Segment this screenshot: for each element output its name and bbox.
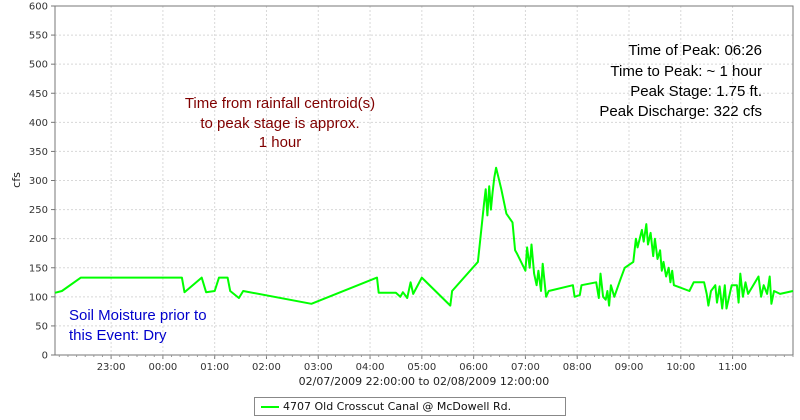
x-axis-title: 02/07/2009 22:00:00 to 02/08/2009 12:00:… [299,375,550,388]
time-of-peak: Time of Peak: 06:26 [628,42,762,59]
y-tick-label: 150 [29,263,48,274]
centroid-annotation: Time from rainfall centroid(s) to peak s… [185,95,375,151]
y-tick-label: 400 [29,118,48,129]
x-tick-label: 05:00 [407,362,436,373]
x-axis: 23:00 00:00 01:00 02:00 03:00 04:00 05:00 06:00… [58,355,794,373]
legend: 4707 Old Crosscut Canal @ McDowell Rd. [254,397,566,416]
x-tick-label: 01:00 [200,362,229,373]
y-tick-label: 500 [29,60,48,71]
y-tick-label: 350 [29,147,48,158]
x-tick-label: 06:00 [459,362,488,373]
x-tick-label: 08:00 [563,362,592,373]
y-tick-label: 0 [42,351,48,362]
y-tick-label: 250 [29,205,48,216]
series-layer [54,166,794,310]
y-tick-label: 600 [29,2,48,13]
legend-label: 4707 Old Crosscut Canal @ McDowell Rd. [283,400,512,413]
y-tick-label: 50 [35,321,48,332]
centroid-line-1: Time from rainfall centroid(s) [185,95,375,112]
peak-info-annotation: Time of Peak: 06:26 Time to Peak: ~ 1 ho… [599,42,762,120]
time-to-peak: Time to Peak: ~ 1 hour [610,63,762,80]
x-tick-label: 10:00 [666,362,695,373]
y-tick-label: 550 [29,31,48,42]
y-tick-label: 300 [29,176,48,187]
x-tick-label: 09:00 [615,362,644,373]
y-axis-title: cfs [10,172,23,188]
soil-line-1: Soil Moisture prior to [69,307,207,324]
x-tick-label: 11:00 [718,362,747,373]
y-tick-label: 450 [29,89,48,100]
x-tick-label: 03:00 [304,362,333,373]
series-line [54,166,794,310]
x-tick-label: 04:00 [356,362,385,373]
y-tick-label: 100 [29,292,48,303]
peak-discharge: Peak Discharge: 322 cfs [599,103,762,120]
y-tick-label: 200 [29,234,48,245]
x-tick-label: 23:00 [97,362,126,373]
soil-line-2: this Event: Dry [69,327,167,344]
soil-moisture-annotation: Soil Moisture prior to this Event: Dry [69,307,207,344]
centroid-line-2: to peak stage is approx. [200,115,359,132]
centroid-line-3: 1 hour [259,134,302,151]
x-tick-label: 07:00 [511,362,540,373]
y-axis: 0 50 100 150 200 250 300 350 400 450 500 550 600 [29,2,55,362]
x-tick-label: 02:00 [252,362,281,373]
legend-swatch [261,406,279,408]
peak-stage: Peak Stage: 1.75 ft. [630,83,762,100]
x-tick-label: 00:00 [148,362,177,373]
